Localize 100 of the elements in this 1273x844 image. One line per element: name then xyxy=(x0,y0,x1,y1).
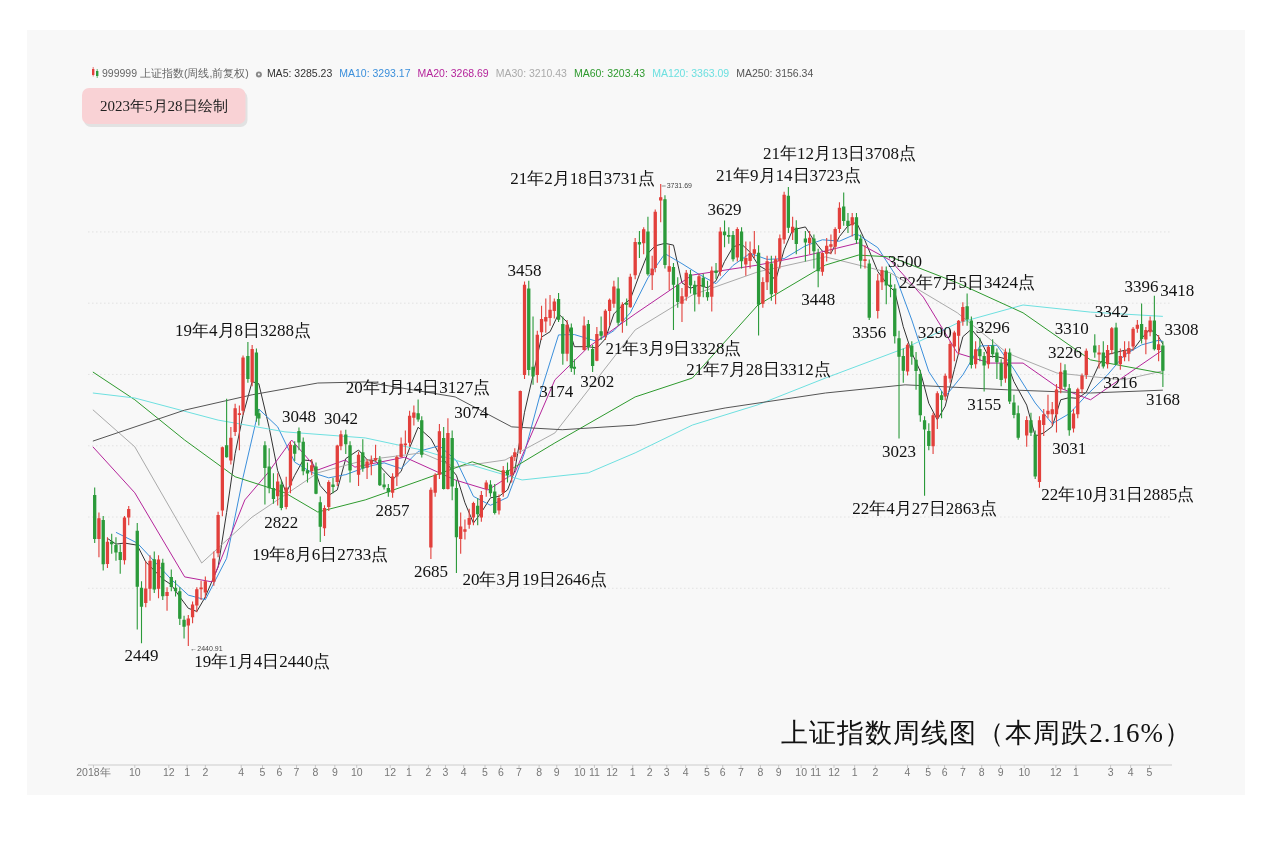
annotation: 3629 xyxy=(707,199,742,219)
candlestick xyxy=(1110,327,1114,355)
x-tick-label: 9 xyxy=(331,766,338,778)
annotation: 3074 xyxy=(454,403,489,423)
candlestick xyxy=(1152,295,1157,351)
candlestick xyxy=(169,569,173,592)
annotation: 21年12月13日3708点 xyxy=(762,144,916,164)
annotation: 2857 xyxy=(375,500,411,520)
candlestick xyxy=(633,238,637,280)
candlestick xyxy=(386,483,390,497)
candlestick xyxy=(501,466,505,497)
candlestick xyxy=(365,458,369,479)
candlestick xyxy=(331,477,335,494)
annotation: 3448 xyxy=(801,290,836,310)
x-tick-label: 10 xyxy=(1018,766,1031,778)
note: 2023年5月28日绘制 xyxy=(100,98,228,114)
annotation: 21年2月18日3731点 xyxy=(510,169,655,189)
x-tick-label: 7 xyxy=(959,766,966,778)
annotation: 3356 xyxy=(852,322,887,342)
x-tick-label: 7 xyxy=(738,766,745,778)
x-tick-label: 5 xyxy=(703,766,710,778)
x-tick-label: 6 xyxy=(941,766,948,778)
x-tick-label: 1 xyxy=(1073,766,1080,778)
candlestick xyxy=(1105,344,1110,369)
x-tick-label: 3 xyxy=(663,766,670,778)
x-tick-label: 4 xyxy=(460,766,467,778)
candlestick xyxy=(314,462,318,495)
candlestick xyxy=(263,441,267,505)
candlestick xyxy=(1135,319,1139,333)
candlestick xyxy=(1156,334,1161,362)
annotation: 3396 xyxy=(1124,276,1159,296)
x-tick-label: 4 xyxy=(238,766,245,778)
candlestick xyxy=(1063,364,1067,390)
candlestick xyxy=(1097,344,1101,369)
candlestick xyxy=(403,430,408,454)
candlestick xyxy=(565,319,569,362)
x-tick-label: 10 xyxy=(128,766,141,778)
candlestick xyxy=(361,439,365,472)
annotation: 19年1月4日2440点 xyxy=(194,652,331,672)
annotation: 3042 xyxy=(323,408,358,428)
candlestick xyxy=(973,341,978,369)
candlestick xyxy=(846,213,850,233)
candlestick xyxy=(927,423,931,451)
candlestick xyxy=(497,494,501,515)
annotation: 3216 xyxy=(1103,372,1138,392)
candlestick xyxy=(663,195,667,269)
candlestick xyxy=(965,293,969,326)
annotation: 20年3月19日2646点 xyxy=(462,569,607,589)
candlestick xyxy=(803,230,808,262)
candlestick xyxy=(659,183,663,223)
x-tick-label: 12 xyxy=(828,766,840,778)
candlestick xyxy=(454,480,459,573)
x-tick-label: 3 xyxy=(442,766,449,778)
candlestick xyxy=(582,316,586,351)
annotation: 21年9月14日3723点 xyxy=(716,166,861,186)
x-tick-label: 2 xyxy=(202,766,209,778)
candlestick xyxy=(922,416,927,496)
candlestick xyxy=(446,418,450,490)
candlestick xyxy=(1093,334,1097,358)
candlestick xyxy=(101,515,105,571)
candlestick xyxy=(620,302,625,333)
x-tick-label: 2 xyxy=(872,766,879,778)
x-tick-label: 9 xyxy=(997,766,1004,778)
annotation: 2685 xyxy=(413,562,448,582)
candlestick xyxy=(284,476,288,510)
candlestick xyxy=(203,576,207,599)
x-tick-label: 7 xyxy=(293,766,300,778)
legend-label: 999999 上证指数(周线,前复权) xyxy=(102,67,249,79)
x-tick-label: 10 xyxy=(574,766,586,778)
candlestick xyxy=(327,480,331,511)
x-tick-label: 11 xyxy=(588,766,601,778)
candlestick xyxy=(450,430,454,501)
candlestick xyxy=(271,473,276,504)
candlestick xyxy=(671,262,676,330)
annotation: 3290 xyxy=(917,323,952,343)
annotation: 3296 xyxy=(975,318,1010,338)
annotation: 3310 xyxy=(1054,319,1089,339)
candlestick xyxy=(1054,384,1059,433)
candlestick xyxy=(1114,322,1118,365)
candlestick xyxy=(867,259,871,320)
candlestick xyxy=(625,298,629,326)
x-tick-label: 2018年 xyxy=(76,766,111,778)
candlestick xyxy=(250,344,254,387)
candlestick xyxy=(833,227,837,255)
candlestick xyxy=(808,230,812,255)
candlestick xyxy=(276,473,280,506)
candlestick xyxy=(459,512,463,554)
candlestick xyxy=(842,192,846,226)
annotation: 3202 xyxy=(580,371,615,391)
candlestick xyxy=(505,462,510,483)
candlestick xyxy=(378,456,382,487)
x-tick-label: 12 xyxy=(1050,766,1062,778)
x-tick-label: 4 xyxy=(1127,766,1134,778)
candlestick xyxy=(794,220,798,255)
x-tick-label: 12 xyxy=(163,766,175,778)
candlestick xyxy=(722,220,727,248)
candlestick xyxy=(744,241,748,276)
candlestick xyxy=(714,262,718,280)
candlestick xyxy=(616,277,620,326)
x-tick-label: 1 xyxy=(851,766,858,778)
